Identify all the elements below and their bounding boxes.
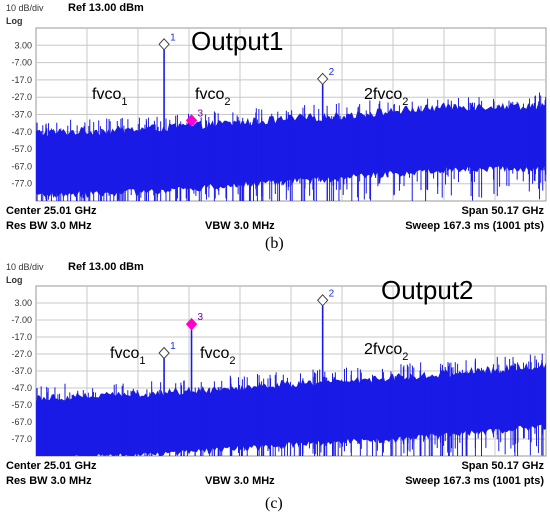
y-tick-label: -77.0 [11, 179, 32, 189]
markers: 1 3 2 [158, 288, 335, 421]
marker-number: 1 [170, 32, 176, 43]
y-tick-labels: 3.00 -7.00 -17.0 -27.0 -37.0 -47.0 -57.0 -67.0 -… [11, 40, 32, 188]
y-tick-label: -7.00 [11, 58, 32, 68]
plot-title: Output2 [381, 275, 474, 305]
markers: 1 3 2 [158, 32, 335, 156]
figure-caption: (c) [265, 495, 283, 512]
ref-level-label: Ref 13.00 dBm [68, 261, 144, 273]
center-frequency: Center 25.01 GHz [6, 460, 97, 472]
sweep-time: Sweep 167.3 ms (1001 pts) [405, 475, 544, 487]
y-tick-labels: 3.00 -7.00 -17.0 -27.0 -37.0 -47.0 -57.0 -67.0 -… [11, 298, 32, 444]
peak-label: fvco1 [110, 345, 145, 367]
marker-diamond [316, 72, 329, 86]
sweep-time: Sweep 167.3 ms (1001 pts) [405, 220, 544, 232]
peak-label: 2fvco2 [364, 86, 408, 108]
y-tick-label: -27.0 [11, 92, 32, 102]
scale-label: 10 dB/div [6, 262, 44, 272]
marker-number: 3 [198, 108, 204, 119]
y-tick-label: -67.0 [11, 161, 32, 171]
y-tick-label: 3.00 [14, 298, 32, 308]
marker-diamond [185, 114, 198, 127]
peak-label: fvco2 [200, 345, 235, 367]
y-tick-label: -47.0 [11, 127, 32, 137]
noise-floor-trace [36, 101, 546, 199]
y-tick-label: -27.0 [11, 349, 32, 359]
marker-diamond [158, 346, 170, 360]
video-bandwidth: VBW 3.0 MHz [205, 220, 275, 232]
peak-label: fvco1 [92, 86, 127, 108]
marker-number: 2 [329, 288, 335, 299]
figure-caption: (b) [265, 235, 284, 252]
y-tick-label: -57.0 [11, 144, 32, 154]
resolution-bandwidth: Res BW 3.0 MHz [6, 475, 92, 487]
span: Span 50.17 GHz [461, 205, 544, 217]
marker-number: 1 [170, 341, 176, 352]
y-tick-label: -77.0 [11, 434, 32, 444]
peak-labels: fvco1 fvco2 2fvco2 [110, 341, 408, 367]
log-label: Log [6, 16, 23, 26]
ref-level-label: Ref 13.00 dBm [68, 2, 144, 14]
center-frequency: Center 25.01 GHz [6, 205, 97, 217]
y-tick-label: -67.0 [11, 417, 32, 427]
y-tick-label: -57.0 [11, 400, 32, 410]
plot-title: Output1 [191, 26, 284, 56]
noise-spikes [36, 353, 544, 456]
y-tick-label: -37.0 [11, 110, 32, 120]
y-tick-label: -37.0 [11, 366, 32, 376]
y-tick-label: -47.0 [11, 383, 32, 393]
y-tick-label: 3.00 [14, 40, 32, 50]
log-label: Log [6, 275, 23, 285]
peak-labels: fvco1 fvco2 2fvco2 [92, 86, 408, 108]
marker-number: 2 [329, 67, 335, 78]
y-tick-label: -7.00 [11, 315, 32, 325]
marker-diamond [316, 294, 329, 307]
y-tick-label: -17.0 [11, 75, 32, 85]
noise-spikes [36, 92, 547, 201]
spectrum-plot: 3.00 -7.00 -17.0 -27.0 -37.0 -47.0 -57.0 -67.0 -… [11, 26, 547, 202]
noise-floor-trace [36, 362, 546, 456]
marker-diamond [185, 317, 198, 331]
scale-label: 10 dB/div [6, 3, 44, 13]
resolution-bandwidth: Res BW 3.0 MHz [6, 220, 92, 232]
marker-number: 3 [198, 312, 204, 323]
marker-diamond [158, 38, 170, 51]
peak-label: fvco2 [195, 86, 230, 108]
y-tick-label: -17.0 [11, 332, 32, 342]
spectrum-plot: 3.00 -7.00 -17.0 -27.0 -37.0 -47.0 -57.0 -67.0 -… [11, 275, 547, 457]
span: Span 50.17 GHz [461, 460, 544, 472]
peak-label: 2fvco2 [364, 341, 408, 363]
spectrum-panel-output1: 10 dB/div Ref 13.00 dBm Log 3.00 -7.00 -17… [0, 0, 550, 258]
spectrum-panel-output2: 10 dB/div Ref 13.00 dBm Log 3.00 -7.00 -17… [0, 259, 550, 517]
video-bandwidth: VBW 3.0 MHz [205, 475, 275, 487]
